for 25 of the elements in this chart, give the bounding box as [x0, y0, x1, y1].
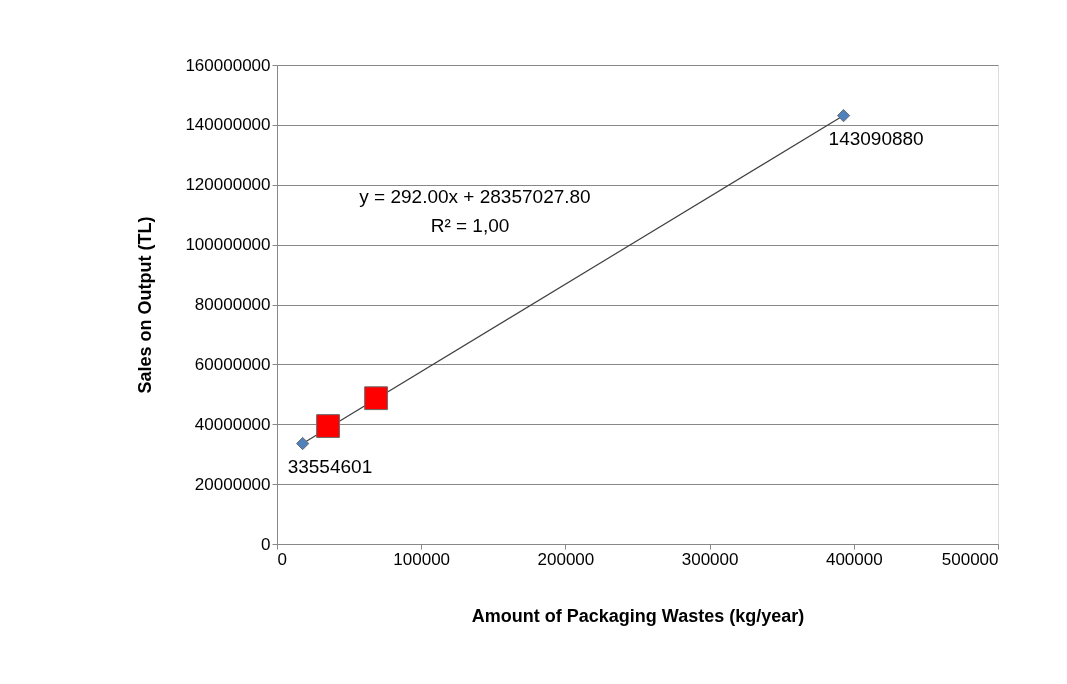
x-axis-title: Amount of Packaging Wastes (kg/year) [471, 605, 805, 626]
x-tick-label: 0 [277, 549, 287, 569]
y-tick-label: 120000000 [185, 175, 271, 195]
y-axis-title: Sales on Output (TL) [135, 216, 156, 394]
point [316, 414, 340, 438]
point [296, 436, 310, 451]
x-tick-label: 300000 [681, 549, 739, 569]
x-tick-label: 200000 [537, 549, 595, 569]
annotation: R² = 1,00 [430, 215, 510, 236]
x-tick-label: 100000 [393, 549, 451, 569]
point [836, 109, 851, 123]
point [364, 386, 388, 411]
y-tick-label: 160000000 [185, 55, 271, 75]
y-tick-label: 40000000 [194, 414, 271, 434]
y-tick-label: 140000000 [185, 115, 271, 135]
y-tick-label: 0 [261, 534, 271, 554]
data-label: 33554601 [287, 455, 373, 477]
x-tick-label: 400000 [825, 549, 883, 569]
y-tick-label: 80000000 [194, 295, 271, 314]
y-tick-label: 20000000 [194, 474, 271, 494]
y-tick-label: 100000000 [185, 235, 271, 255]
y-tick-label: 60000000 [194, 354, 271, 374]
annotation: y = 292.00x + 28357027.80 [359, 186, 591, 207]
x-tick-label: 500000 [941, 549, 999, 569]
data-label: 143090880 [828, 127, 924, 149]
